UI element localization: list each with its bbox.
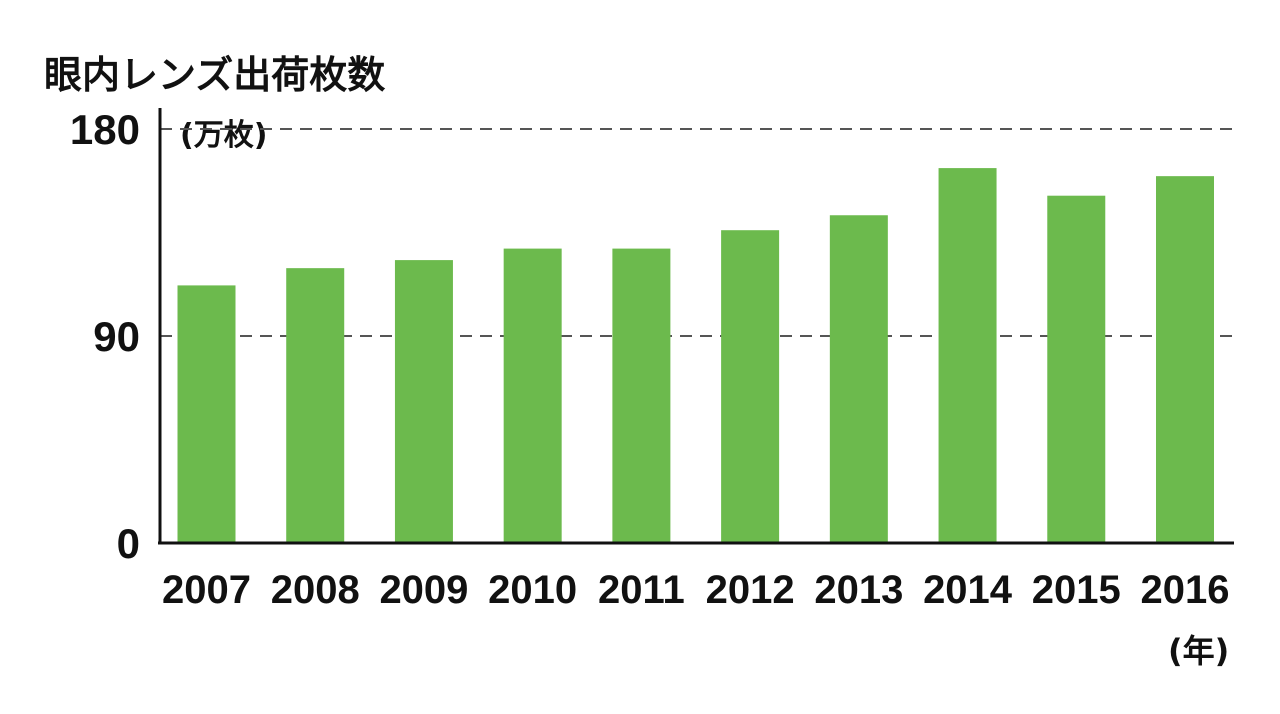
chart-title: 眼内レンズ出荷枚数	[44, 53, 385, 97]
x-tick-label: 2007	[162, 568, 251, 612]
bar-2013	[829, 215, 888, 543]
bar-2012	[721, 230, 780, 543]
y-tick-label: 90	[93, 313, 140, 360]
bar-2010	[503, 248, 562, 543]
x-tick-label: 2015	[1032, 568, 1121, 612]
bar-2008	[286, 268, 345, 543]
x-axis-unit: (年)	[1168, 632, 1229, 670]
bar-2007	[177, 285, 236, 543]
x-tick-label: 2010	[488, 568, 577, 612]
bar-2014	[938, 168, 997, 543]
y-axis-unit: (万枚)	[180, 118, 267, 153]
bar-2009	[394, 260, 453, 543]
y-axis-ticks: 0 90 180	[70, 106, 140, 567]
bars	[177, 168, 1214, 543]
bar-2015	[1047, 195, 1106, 543]
y-tick-label: 0	[117, 520, 140, 567]
bar-2011	[612, 248, 671, 543]
x-tick-label: 2012	[706, 568, 795, 612]
x-axis-ticks: 2007 2008 2009 2010 2011 2012 2013 2014 2015 2016	[162, 568, 1229, 612]
x-tick-label: 2014	[923, 568, 1013, 612]
x-tick-label: 2009	[379, 568, 468, 612]
x-tick-label: 2008	[271, 568, 360, 612]
bar-2016	[1156, 176, 1214, 543]
y-tick-label: 180	[70, 106, 140, 153]
x-tick-label: 2016	[1141, 568, 1230, 612]
x-tick-label: 2011	[598, 568, 685, 612]
x-tick-label: 2013	[814, 568, 903, 612]
